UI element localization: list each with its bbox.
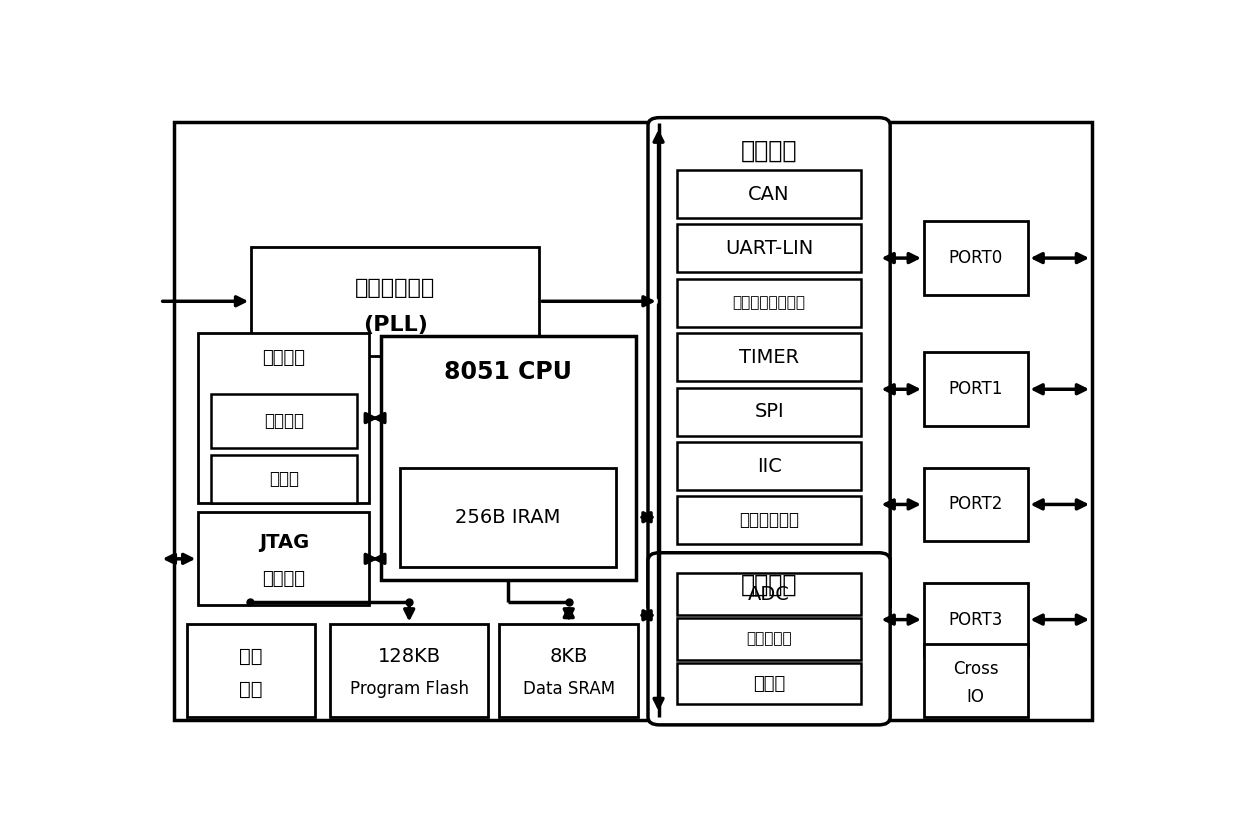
- Bar: [211, 455, 357, 503]
- Text: 脉冲宽度调制模块: 脉冲宽度调制模块: [733, 295, 806, 311]
- Bar: [677, 333, 862, 381]
- Text: 电源: 电源: [239, 647, 263, 666]
- Text: 片上调试: 片上调试: [263, 570, 305, 588]
- Text: 比较器: 比较器: [753, 675, 785, 692]
- Text: 失效保护: 失效保护: [263, 348, 305, 366]
- Text: 温度传感器: 温度传感器: [746, 632, 792, 647]
- Text: 数字外设: 数字外设: [740, 139, 797, 163]
- Text: IO: IO: [967, 687, 985, 706]
- FancyBboxPatch shape: [649, 553, 890, 725]
- Text: Cross: Cross: [952, 661, 998, 678]
- Text: 128KB: 128KB: [378, 647, 440, 666]
- Text: ADC: ADC: [748, 584, 790, 603]
- Bar: [677, 663, 862, 705]
- Text: 管理: 管理: [239, 680, 263, 699]
- Bar: [677, 573, 862, 615]
- Text: 模拟外设: 模拟外设: [740, 573, 797, 597]
- Text: JTAG: JTAG: [259, 533, 309, 552]
- Text: SPI: SPI: [754, 402, 784, 421]
- Bar: [498, 624, 639, 717]
- Text: 256B IRAM: 256B IRAM: [455, 508, 560, 527]
- Text: 时钟产生模块: 时钟产生模块: [355, 278, 435, 298]
- Text: PORT1: PORT1: [949, 381, 1003, 398]
- Text: PORT2: PORT2: [949, 495, 1003, 514]
- Text: PORT0: PORT0: [949, 249, 1003, 267]
- Bar: [924, 583, 1028, 656]
- Bar: [198, 513, 370, 605]
- Bar: [677, 170, 862, 218]
- Bar: [250, 247, 539, 356]
- Text: Program Flash: Program Flash: [350, 681, 469, 698]
- Bar: [187, 624, 315, 717]
- Text: CAN: CAN: [748, 184, 790, 204]
- Bar: [401, 468, 616, 567]
- Bar: [330, 624, 489, 717]
- Text: IIC: IIC: [756, 456, 781, 475]
- Text: UART-LIN: UART-LIN: [725, 239, 813, 258]
- FancyBboxPatch shape: [649, 118, 890, 613]
- Bar: [924, 643, 1028, 717]
- Bar: [924, 352, 1028, 426]
- Bar: [677, 387, 862, 435]
- Text: 实时时钟模块: 实时时钟模块: [739, 511, 799, 529]
- Bar: [677, 224, 862, 273]
- Bar: [677, 618, 862, 660]
- Text: Data SRAM: Data SRAM: [522, 681, 615, 698]
- Bar: [198, 333, 370, 503]
- Text: 低压检测: 低压检测: [264, 412, 304, 430]
- Text: TIMER: TIMER: [739, 347, 799, 366]
- Bar: [677, 442, 862, 490]
- Text: 看门狗: 看门狗: [269, 470, 299, 488]
- Text: 8KB: 8KB: [549, 647, 588, 666]
- Text: (PLL): (PLL): [363, 315, 428, 335]
- Bar: [924, 468, 1028, 541]
- Bar: [381, 337, 635, 580]
- Bar: [211, 394, 357, 449]
- Bar: [677, 496, 862, 544]
- Bar: [924, 221, 1028, 295]
- Text: PORT3: PORT3: [949, 611, 1003, 628]
- Text: 8051 CPU: 8051 CPU: [444, 360, 572, 384]
- Bar: [677, 279, 862, 327]
